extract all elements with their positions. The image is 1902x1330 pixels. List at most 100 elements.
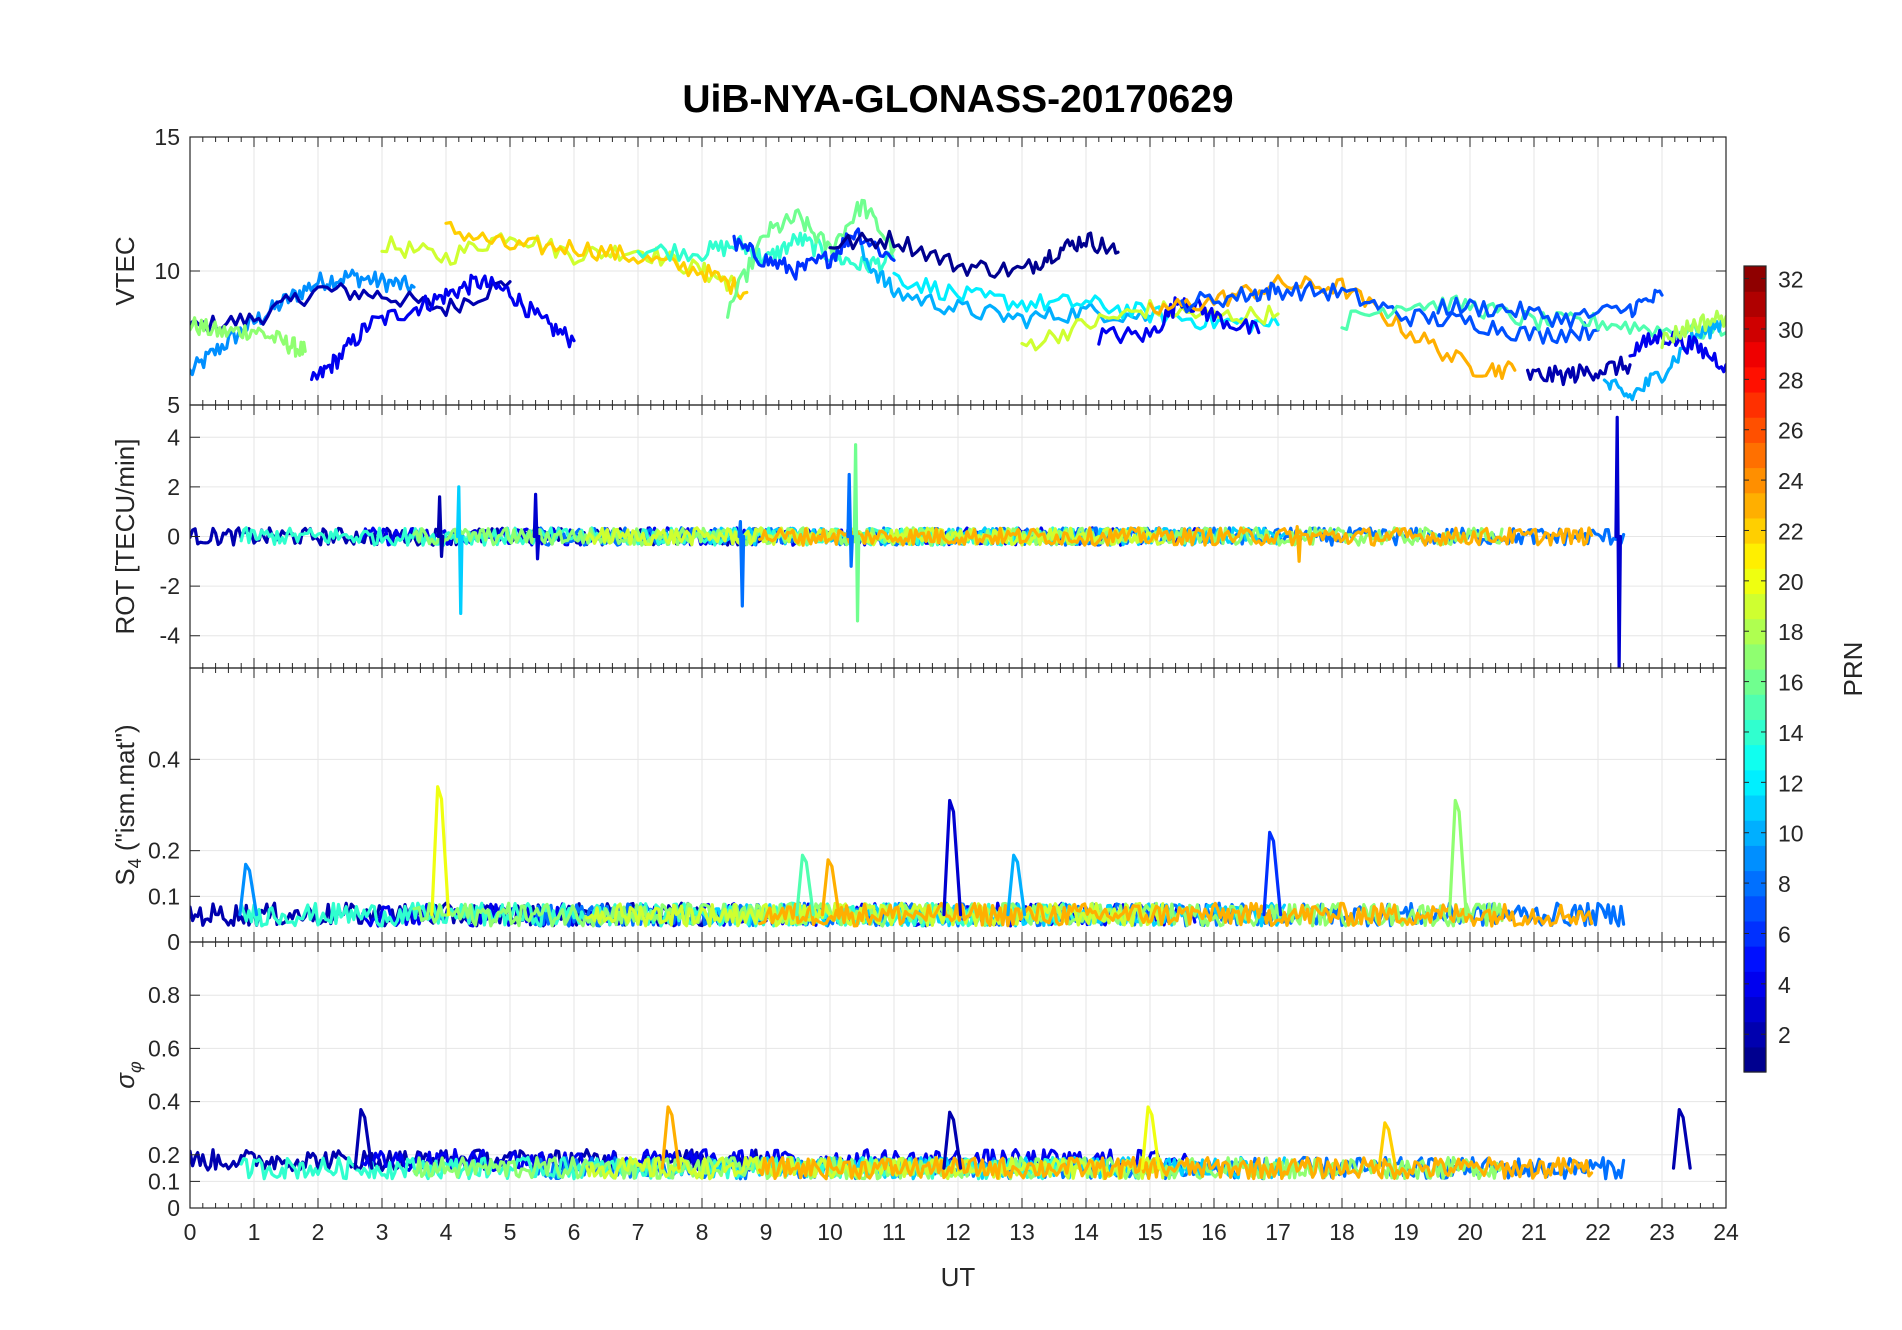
colorbar-cell-prn-15 (1744, 694, 1766, 720)
vtec-trace-prn-6 (732, 227, 896, 281)
x-tick-label: 9 (760, 1219, 773, 1245)
vtec-trace-prn-17 (190, 316, 307, 358)
y-tick-label: -4 (160, 623, 181, 649)
x-tick-label: 8 (696, 1219, 709, 1245)
vtec-trace-prn-14 (636, 231, 896, 274)
y-tick-label: 0 (167, 524, 180, 550)
rot-spike-prn-23 (1294, 524, 1302, 563)
vtec-trace-prn-1 (828, 229, 1120, 279)
colorbar-tick-label: 20 (1778, 569, 1804, 595)
rot-noise-prn-23 (758, 526, 1594, 547)
sigma_phi-peak-prn-2 (942, 1110, 963, 1170)
colorbar-cell-prn-14 (1744, 719, 1766, 746)
colorbar-tick-label: 12 (1778, 770, 1804, 796)
y-tick-label: 0.1 (148, 883, 180, 909)
x-tick-label: 12 (945, 1219, 971, 1245)
vtec-trace-prn-12 (892, 271, 1280, 334)
x-tick-label: 11 (882, 1219, 906, 1245)
y-axis-label-rot: ROT [TECU/min] (110, 439, 140, 635)
y-tick-label: -2 (160, 573, 180, 599)
sigma_phi-peak-prn-22 (1377, 1121, 1398, 1170)
colorbar-tick-label: 24 (1778, 468, 1804, 494)
colorbar-tick-label: 4 (1778, 972, 1791, 998)
x-tick-label: 10 (817, 1219, 843, 1245)
colorbar-cell-prn-8 (1744, 870, 1766, 897)
colorbar-cell-prn-11 (1744, 794, 1766, 821)
colorbar-label: PRN (1838, 642, 1868, 697)
colorbar-cell-prn-1 (1744, 1046, 1766, 1073)
x-tick-label: 3 (376, 1219, 389, 1245)
s4-peak-prn-17 (1447, 798, 1468, 917)
colorbar-cell-prn-7 (1744, 895, 1766, 922)
s4-peak-prn-15 (795, 853, 815, 917)
y-tick-label: 0.4 (148, 746, 180, 772)
colorbar-cell-prn-12 (1744, 769, 1766, 796)
vtec-trace-prn-18 (1660, 309, 1726, 350)
x-axis-label: UT (941, 1262, 976, 1292)
colorbar-cell-prn-17 (1744, 643, 1766, 670)
y-tick-label: 0.4 (148, 1089, 180, 1115)
panel-s4: 0 0.1 0.2 0.4S4 ("ism.mat") (110, 667, 1727, 955)
rot-spike-prn-2 (436, 495, 445, 558)
colorbar-cell-prn-27 (1744, 391, 1766, 418)
s4-peak-prn-6 (1262, 830, 1283, 917)
colorbar-cell-prn-13 (1744, 744, 1766, 771)
sigma_phi-peak-prn-2 (353, 1107, 374, 1170)
colorbar-cell-prn-32 (1744, 266, 1766, 292)
y-tick-label: 0 (167, 929, 180, 955)
vtec-trace-prn-7 (1180, 280, 1600, 345)
colorbar-cell-prn-5 (1744, 946, 1766, 972)
vtec-trace-prn-4 (1628, 328, 1726, 374)
colorbar-cell-prn-29 (1744, 341, 1766, 368)
vtec-trace-prn-2 (190, 280, 512, 335)
colorbar-cell-prn-19 (1744, 593, 1766, 620)
x-tick-label: 21 (1521, 1219, 1547, 1245)
colorbar-cell-prn-24 (1744, 467, 1766, 494)
rot-spike-prn-3 (532, 492, 541, 561)
rot-spike-prn-8 (846, 472, 854, 568)
colorbar-cell-prn-30 (1744, 316, 1766, 343)
y-tick-label: 0 (167, 1195, 180, 1221)
x-tick-label: 7 (632, 1219, 645, 1245)
colorbar-tick-label: 22 (1778, 518, 1804, 544)
x-tick-label: 16 (1201, 1219, 1227, 1245)
colorbar-tick-label: 28 (1778, 367, 1804, 393)
s4-peak-prn-9 (238, 862, 259, 917)
y-tick-label: 5 (167, 392, 180, 418)
x-tick-label: 14 (1073, 1219, 1099, 1245)
s4-peak-prn-20 (430, 785, 451, 917)
vtec-trace-prn-7 (1436, 288, 1664, 329)
colorbar-cell-prn-4 (1744, 971, 1766, 998)
vtec-trace-prn-16 (726, 198, 896, 319)
s4-peak-prn-23 (820, 858, 841, 917)
colorbar-cell-prn-23 (1744, 492, 1766, 519)
colorbar-tick-label: 30 (1778, 317, 1804, 343)
colorbar-cell-prn-9 (1744, 845, 1766, 872)
s4-peak-prn-10 (1006, 853, 1027, 917)
y-axis-label-vtec: VTEC (110, 236, 140, 305)
colorbar-tick-label: 14 (1778, 720, 1804, 746)
x-tick-label: 20 (1457, 1219, 1483, 1245)
rot-spike-prn-16 (852, 443, 861, 623)
y-tick-label: 0.6 (148, 1035, 180, 1061)
x-tick-label: 19 (1393, 1219, 1419, 1245)
panel-vtec: 5 10 15 VTEC (110, 124, 1727, 418)
chart-title: UiB-NYA-GLONASS-20170629 (682, 78, 1233, 121)
x-tick-label: 23 (1649, 1219, 1675, 1245)
y-tick-label: 0.2 (148, 1142, 180, 1168)
panel-data-sigma_phi (190, 1105, 1692, 1181)
colorbar-cell-prn-21 (1744, 543, 1766, 569)
vtec-trace-prn-19 (1020, 299, 1280, 352)
colorbar-cell-prn-25 (1744, 442, 1766, 469)
y-axis-label-sigma_phi: σφ (110, 1061, 145, 1089)
y-tick-label: 15 (154, 124, 180, 150)
rot-spike-prn-3 (1614, 415, 1622, 668)
y-tick-label: 0.2 (148, 838, 180, 864)
vtec-trace-prn-4 (310, 273, 576, 382)
y-tick-label: 2 (167, 474, 180, 500)
colorbar-tick-label: 2 (1778, 1022, 1791, 1048)
colorbar-cell-prn-20 (1744, 568, 1766, 595)
